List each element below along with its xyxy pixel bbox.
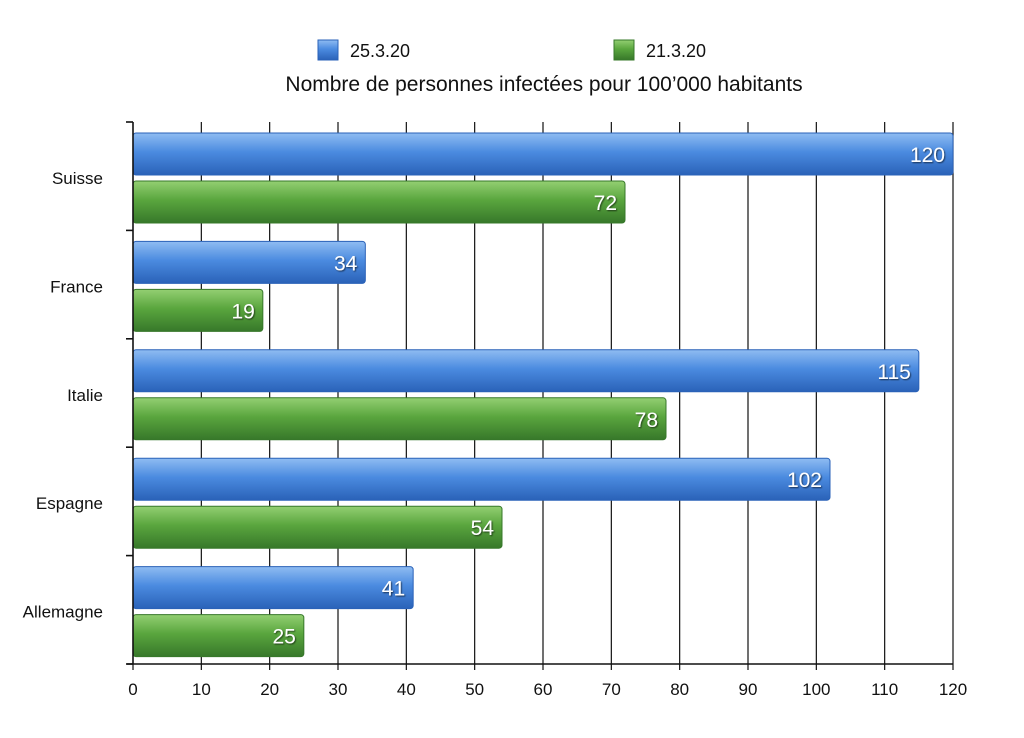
chart-title: Nombre de personnes infectées pour 100’0… <box>285 73 802 96</box>
legend-swatch-series-1 <box>317 39 339 61</box>
data-label: 54 <box>471 517 495 540</box>
category-label: Espagne <box>36 494 103 513</box>
category-label: France <box>50 277 103 296</box>
category-label: Allemagne <box>23 603 103 622</box>
x-tick-labels: 0 10 20 30 40 50 60 70 80 90 100 110 120 <box>128 680 967 699</box>
data-label: 120 <box>910 144 945 167</box>
data-label: 115 <box>877 361 910 384</box>
x-tick-label: 10 <box>192 680 211 699</box>
x-tick-label: 0 <box>128 680 137 699</box>
data-label: 34 <box>334 252 358 275</box>
data-label: 78 <box>635 409 658 432</box>
x-tick-label: 60 <box>534 680 553 699</box>
legend-swatch-series-2 <box>613 39 635 61</box>
x-tick-label: 50 <box>465 680 484 699</box>
bar-2 <box>132 505 503 549</box>
data-label: 41 <box>382 578 405 601</box>
axes <box>126 121 954 670</box>
data-label: 19 <box>231 300 254 323</box>
x-tick-label: 70 <box>602 680 621 699</box>
x-tick-label: 20 <box>260 680 279 699</box>
data-label: 102 <box>787 469 822 492</box>
category-label: Suisse <box>52 169 103 188</box>
bar-1 <box>132 349 920 393</box>
data-labels: 120 72 34 19 115 78 102 54 41 25 <box>231 144 945 649</box>
x-tick-label: 80 <box>670 680 689 699</box>
x-tick-label: 110 <box>871 680 898 699</box>
x-tick-label: 120 <box>939 680 967 699</box>
bars <box>132 132 954 658</box>
data-label: 72 <box>594 192 617 215</box>
category-label: Italie <box>67 386 103 405</box>
bar-1 <box>132 240 366 284</box>
legend-label-series-2: 21.3.20 <box>646 41 706 61</box>
x-tick-label: 30 <box>329 680 348 699</box>
bar-1 <box>132 132 954 176</box>
bar-1 <box>132 566 414 610</box>
legend: 25.3.20 21.3.20 <box>317 39 706 61</box>
x-tick-label: 40 <box>397 680 416 699</box>
data-label: 25 <box>272 626 295 649</box>
legend-label-series-1: 25.3.20 <box>350 41 410 61</box>
x-tick-label: 100 <box>802 680 830 699</box>
bar-1 <box>132 457 831 501</box>
bar-2 <box>132 397 667 441</box>
x-tick-label: 90 <box>739 680 758 699</box>
category-labels: Suisse France Italie Espagne Allemagne <box>23 169 103 622</box>
bar-2 <box>132 180 626 224</box>
